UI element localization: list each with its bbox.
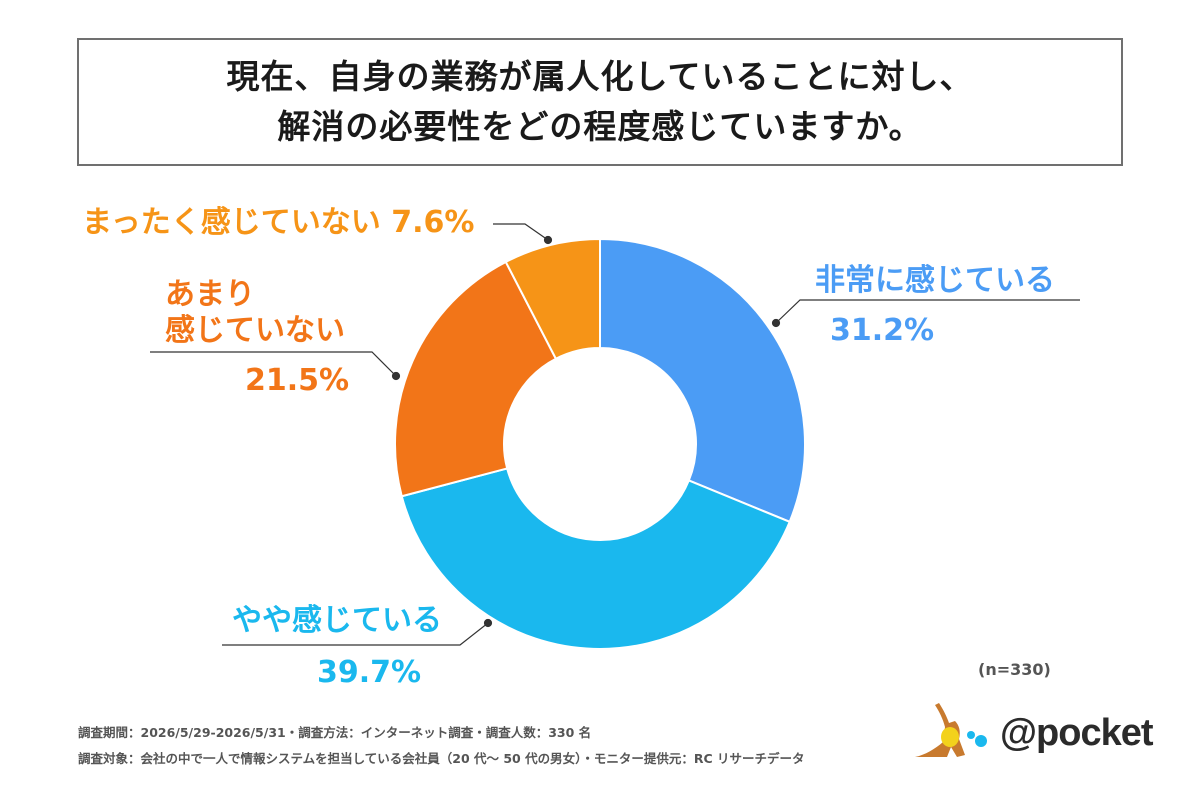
label-very-name: 非常に感じている — [815, 262, 1055, 300]
leader-dot-very — [773, 320, 780, 327]
leader-dot-notmuch — [393, 373, 400, 380]
label-somewhat-pct: 39.7% — [317, 654, 421, 692]
logo-text: @pocket — [1000, 712, 1153, 755]
label-somewhat-name: やや感じている — [232, 602, 442, 640]
footer-survey-target: 調査対象：会社の中で一人で情報システムを担当している会社員（20 代～ 50 代… — [78, 748, 805, 767]
label-notmuch-pct: 21.5% — [245, 362, 349, 400]
leader-dot-somewhat — [485, 620, 492, 627]
footer-survey-info: 調査期間：2026/5/29-2026/5/31・調査方法：インターネット調査・… — [78, 722, 591, 741]
label-notmuch-name1: あまり — [165, 276, 255, 314]
sample-size: (n=330) — [978, 660, 1051, 679]
label-very-pct: 31.2% — [830, 312, 934, 350]
label-notatall: まったく感じていない 7.6% — [82, 204, 474, 242]
leader-line-notatall — [493, 224, 548, 240]
leader-dot-notatall — [545, 237, 552, 244]
label-notmuch-name2: 感じていない — [165, 312, 345, 350]
slice-very — [600, 239, 805, 522]
